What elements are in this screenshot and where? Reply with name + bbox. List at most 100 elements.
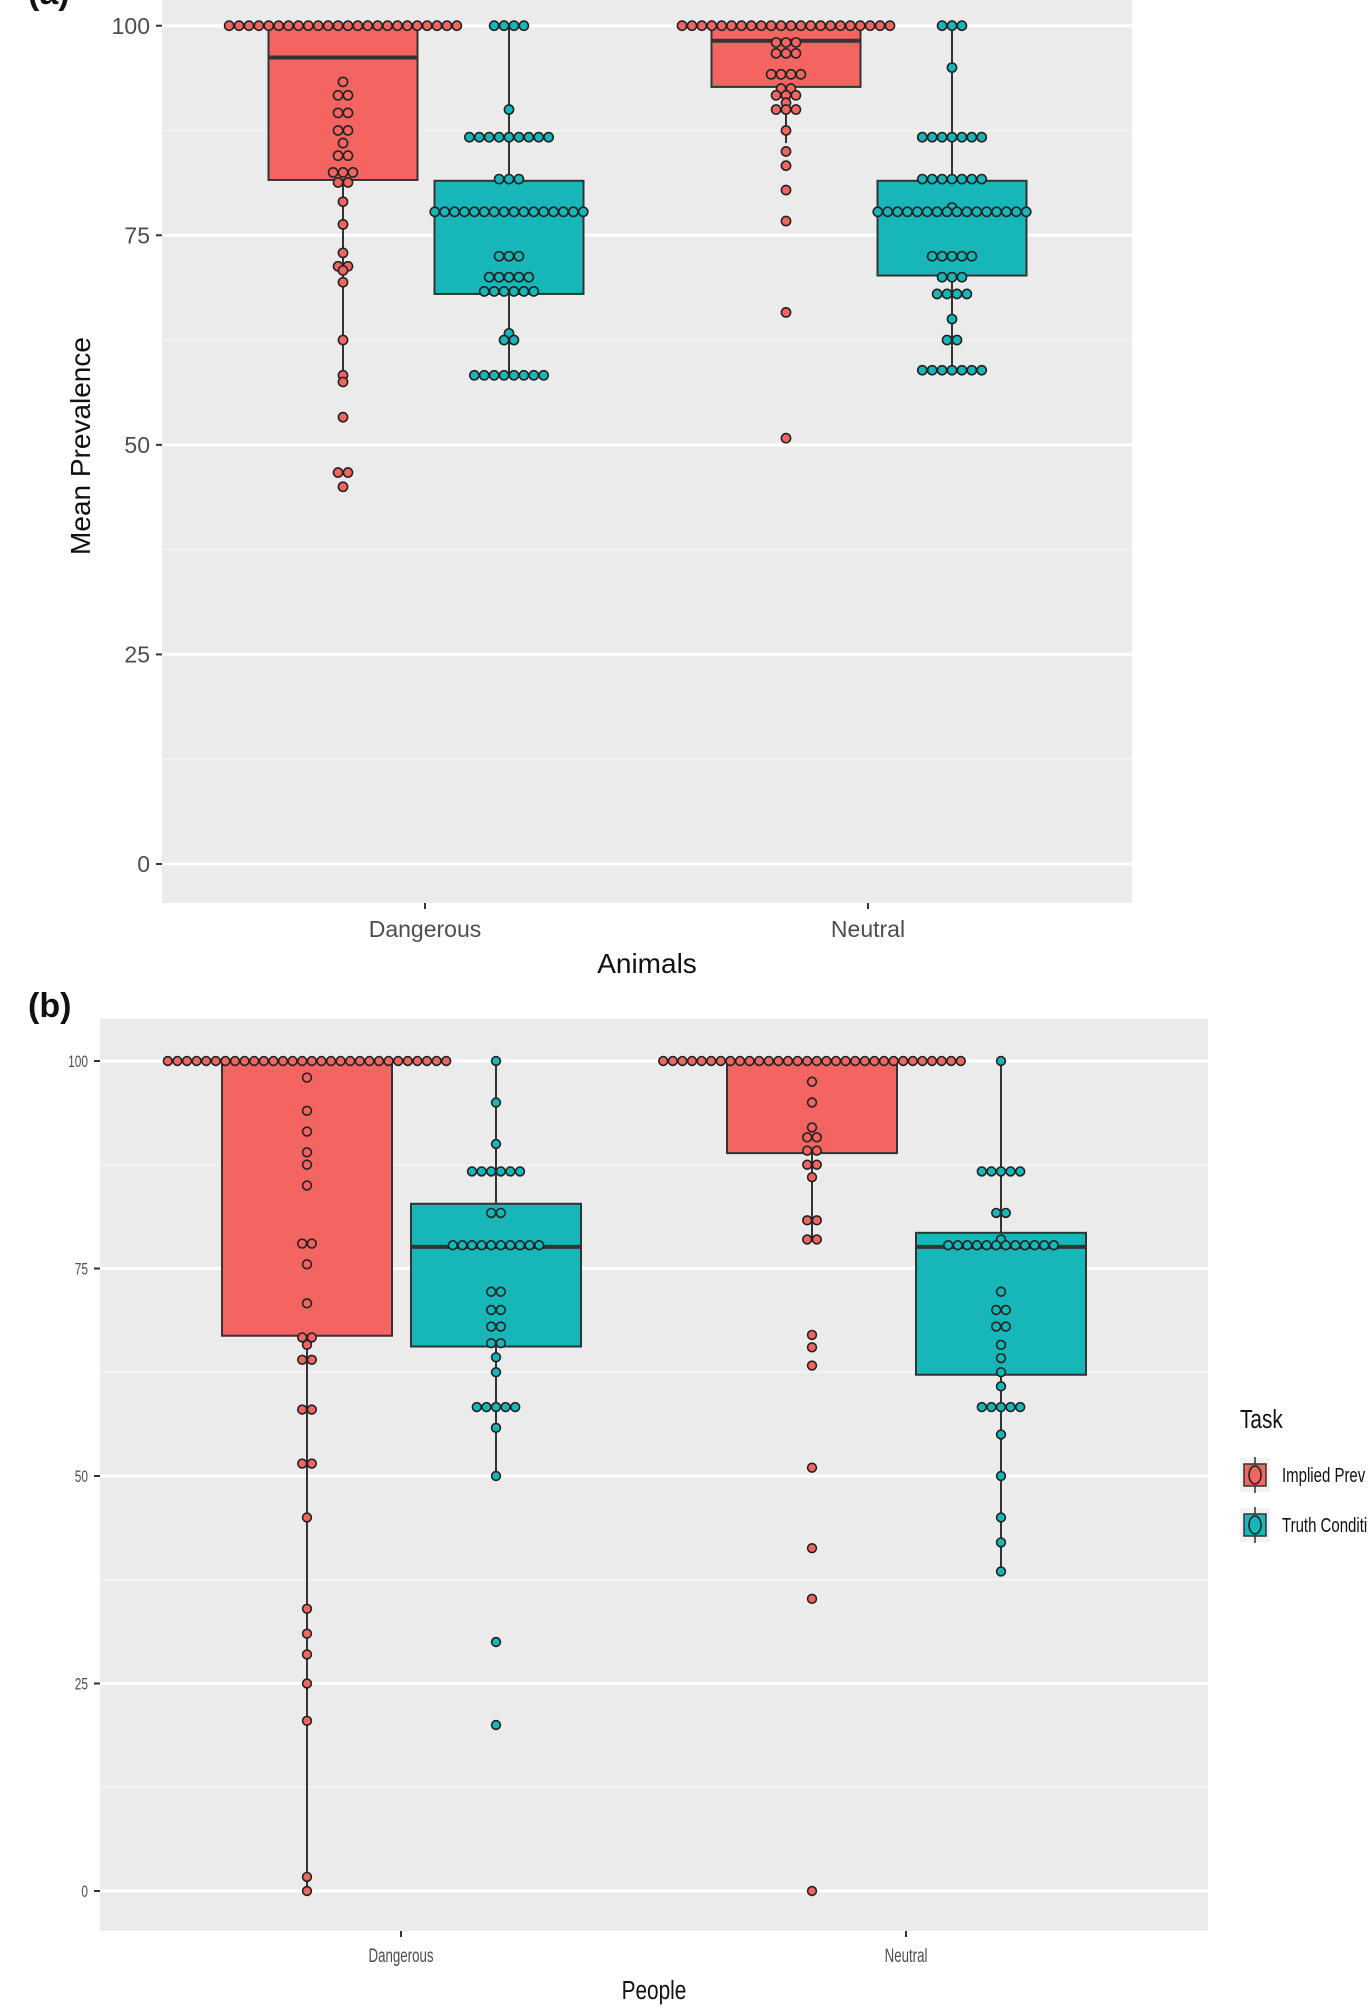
- data-dot: [490, 1352, 502, 1363]
- data-dot: [528, 206, 540, 218]
- data-dot: [990, 1321, 1002, 1332]
- data-dot: [322, 20, 334, 32]
- data-dot: [332, 177, 344, 188]
- data-dot: [301, 1147, 313, 1158]
- data-dot: [941, 334, 953, 346]
- data-dot: [734, 1055, 746, 1067]
- data-dot: [354, 1055, 365, 1067]
- data-dot: [1019, 1240, 1031, 1251]
- data-dot: [1048, 1240, 1060, 1251]
- data-dot: [325, 1055, 337, 1067]
- data-dot: [976, 1166, 987, 1177]
- data-dot: [806, 1329, 818, 1341]
- x-tick-label: Neutral: [885, 1946, 928, 1967]
- data-dot: [736, 20, 747, 32]
- data-dot: [676, 20, 688, 32]
- data-dot: [981, 206, 993, 218]
- data-dot: [956, 173, 968, 185]
- data-dot: [962, 1240, 973, 1251]
- data-dot: [907, 1055, 918, 1067]
- data-dot: [706, 20, 718, 32]
- data-dot: [780, 184, 792, 196]
- data-dot: [533, 1240, 545, 1251]
- data-dot: [301, 1649, 313, 1660]
- data-dot: [773, 1055, 784, 1067]
- data-dot: [301, 1180, 313, 1191]
- data-dot: [806, 1885, 818, 1897]
- data-dot: [223, 20, 235, 32]
- data-dot: [946, 313, 958, 325]
- data-dot: [514, 1166, 526, 1177]
- data-dot: [780, 160, 792, 172]
- y-tick-label: 100: [112, 13, 150, 39]
- data-dot: [191, 1055, 202, 1067]
- data-dot: [715, 1055, 726, 1067]
- data-dot: [493, 131, 505, 143]
- data-dot: [770, 104, 782, 115]
- data-dot: [806, 1462, 818, 1473]
- data-dot: [801, 1159, 813, 1170]
- data-dot: [1014, 1401, 1026, 1413]
- data-dot: [780, 306, 792, 318]
- data-dot: [911, 206, 923, 218]
- data-dot: [990, 1207, 1002, 1219]
- legend-label-implied: Implied Prev: [1282, 1464, 1365, 1487]
- data-dot: [306, 1055, 317, 1067]
- data-dot: [503, 250, 515, 262]
- data-dot: [830, 1055, 842, 1067]
- data-dot: [490, 1401, 502, 1413]
- data-dot: [844, 20, 856, 32]
- data-dot: [849, 1055, 861, 1067]
- data-dot: [567, 206, 579, 218]
- data-dot: [657, 1055, 669, 1067]
- legend-label-truth: Truth Conditi: [1282, 1514, 1367, 1537]
- data-dot: [995, 1537, 1007, 1548]
- data-dot: [869, 1055, 880, 1067]
- panel-b-label: (b): [28, 987, 71, 1025]
- data-dot: [696, 20, 708, 32]
- data-dot: [495, 1240, 506, 1251]
- data-dot: [1029, 1240, 1040, 1251]
- data-dot: [780, 125, 792, 136]
- data-dot: [806, 1360, 818, 1371]
- data-dot: [306, 1238, 317, 1249]
- data-dot: [488, 20, 500, 32]
- data-dot: [518, 20, 530, 32]
- data-dot: [946, 271, 958, 283]
- data-dot: [441, 1055, 452, 1067]
- data-dot: [337, 196, 349, 208]
- data-dot: [1005, 1401, 1016, 1413]
- data-dot: [498, 20, 510, 32]
- data-dot: [498, 206, 510, 218]
- data-dot: [765, 68, 777, 80]
- data-dot: [916, 364, 928, 376]
- data-dot: [840, 1055, 851, 1067]
- data-dot: [770, 47, 782, 59]
- data-dot: [513, 250, 525, 262]
- data-dot: [490, 1367, 502, 1378]
- data-dot: [976, 173, 988, 185]
- data-dot: [513, 271, 525, 283]
- data-dot: [995, 1401, 1007, 1413]
- data-dot: [411, 20, 423, 32]
- data-dot: [811, 1234, 822, 1245]
- data-dot: [268, 1055, 279, 1067]
- data-dot: [239, 1055, 250, 1067]
- data-dot: [488, 286, 500, 297]
- data-dot: [726, 20, 737, 32]
- data-dot: [447, 1240, 458, 1251]
- data-dot: [854, 20, 866, 32]
- data-dot: [505, 1166, 516, 1177]
- data-dot: [229, 1055, 241, 1067]
- data-dot: [342, 150, 354, 162]
- data-dot: [486, 1304, 497, 1316]
- data-dot: [490, 1470, 502, 1482]
- data-dot: [483, 271, 495, 283]
- panel-a-label: (a): [28, 0, 70, 12]
- data-dot: [253, 20, 265, 32]
- data-dot: [806, 1543, 818, 1554]
- data-dot: [991, 206, 1002, 218]
- data-dot: [483, 131, 495, 143]
- data-dot: [936, 1055, 947, 1067]
- data-dot: [459, 206, 470, 218]
